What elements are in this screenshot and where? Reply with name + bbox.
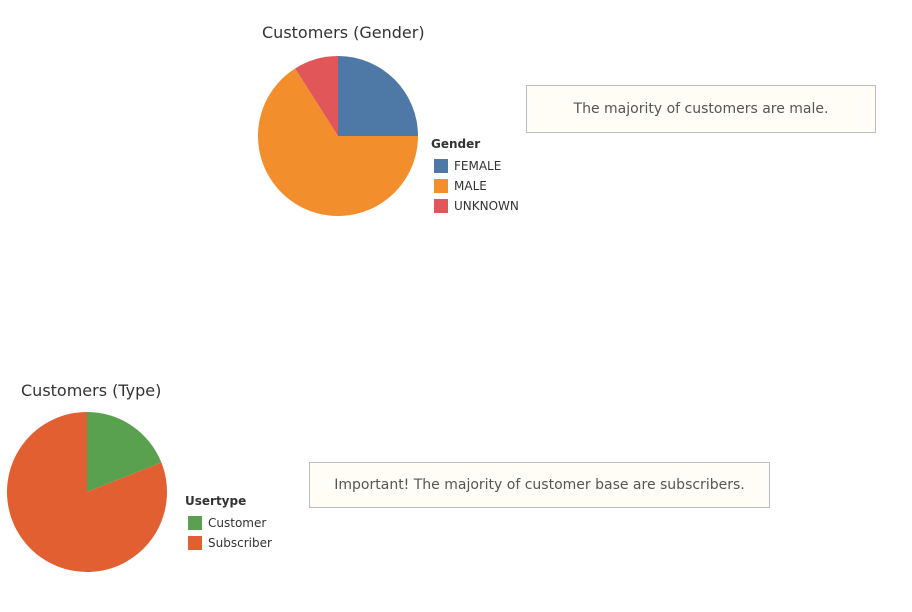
- gender-legend-title: Gender: [431, 137, 481, 151]
- type-annotation-box: Important! The majority of customer base…: [309, 462, 770, 508]
- legend-item-subscriber[interactable]: Subscriber: [185, 533, 272, 553]
- gender-chart-title: Customers (Gender): [262, 23, 425, 42]
- type-annotation-text: Important! The majority of customer base…: [334, 477, 745, 493]
- legend-item-male[interactable]: MALE: [431, 176, 519, 196]
- gender-annotation-box: The majority of customers are male.: [526, 85, 876, 133]
- pie-slice-male[interactable]: [258, 68, 418, 216]
- legend-swatch: [434, 159, 448, 173]
- legend-item-customer[interactable]: Customer: [185, 513, 272, 533]
- pie-slice-customer[interactable]: [87, 412, 162, 492]
- gender-annotation-text: The majority of customers are male.: [573, 101, 829, 117]
- pie-slice-female[interactable]: [338, 56, 418, 136]
- gender-legend-items: FEMALE MALE UNKNOWN: [431, 156, 519, 216]
- pie-slice-unknown[interactable]: [295, 56, 338, 136]
- legend-label: Customer: [208, 516, 267, 530]
- pie-slice-subscriber[interactable]: [6, 412, 167, 572]
- legend-label: MALE: [454, 179, 487, 193]
- legend-item-unknown[interactable]: UNKNOWN: [431, 196, 519, 216]
- legend-swatch: [434, 199, 448, 213]
- type-legend: Usertype Customer Subscriber: [185, 494, 272, 553]
- type-legend-items: Customer Subscriber: [185, 513, 272, 553]
- type-chart-title: Customers (Type): [21, 381, 162, 400]
- gender-legend: Gender FEMALE MALE UNKNOWN: [431, 137, 519, 216]
- legend-label: Subscriber: [208, 536, 272, 550]
- legend-item-female[interactable]: FEMALE: [431, 156, 519, 176]
- gender-pie-chart[interactable]: [256, 54, 420, 218]
- type-legend-title: Usertype: [185, 494, 247, 508]
- legend-label: FEMALE: [454, 159, 502, 173]
- legend-swatch: [188, 516, 202, 530]
- type-pie-chart[interactable]: [5, 410, 169, 574]
- legend-swatch: [188, 536, 202, 550]
- legend-label: UNKNOWN: [454, 199, 519, 213]
- legend-swatch: [434, 179, 448, 193]
